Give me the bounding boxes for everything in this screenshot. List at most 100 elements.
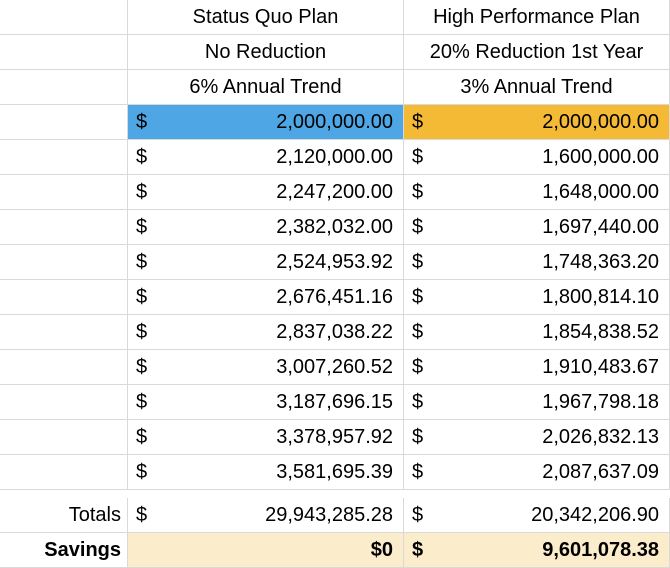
status-quo-value-cell[interactable]: $ 2,524,953.92 xyxy=(128,245,404,280)
high-perf-value-cell[interactable]: $ 2,087,637.09 xyxy=(404,455,670,490)
high-perf-total-cell[interactable]: $ 20,342,206.90 xyxy=(404,498,670,533)
status-quo-savings-cell[interactable]: $0 xyxy=(128,533,404,568)
data-row: $ 2,120,000.00 $ 1,600,000.00 xyxy=(0,140,670,175)
status-quo-header-cell[interactable]: Status Quo Plan xyxy=(128,0,404,35)
high-perf-savings-amount: 9,601,078.38 xyxy=(542,539,659,561)
data-row: $ 3,581,695.39 $ 2,087,637.09 xyxy=(0,455,670,490)
currency-symbol: $ xyxy=(412,426,424,448)
row-label-cell[interactable] xyxy=(0,245,128,280)
status-quo-amount: 2,000,000.00 xyxy=(276,111,393,133)
high-perf-value-cell[interactable]: $ 1,600,000.00 xyxy=(404,140,670,175)
status-quo-trend-cell[interactable]: 6% Annual Trend xyxy=(128,70,404,105)
status-quo-total-cell[interactable]: $ 29,943,285.28 xyxy=(128,498,404,533)
high-perf-header-cell[interactable]: High Performance Plan xyxy=(404,0,670,35)
currency-symbol: $ xyxy=(136,461,148,483)
currency-symbol: $ xyxy=(136,146,148,168)
high-perf-amount: 1,967,798.18 xyxy=(542,391,659,413)
high-perf-value-cell[interactable]: $ 1,648,000.00 xyxy=(404,175,670,210)
high-perf-value-cell[interactable]: $ 1,697,440.00 xyxy=(404,210,670,245)
high-perf-total-amount: 20,342,206.90 xyxy=(531,504,659,526)
totals-label[interactable]: Totals xyxy=(0,498,128,533)
high-perf-amount: 1,748,363.20 xyxy=(542,251,659,273)
status-quo-value-cell[interactable]: $ 2,837,038.22 xyxy=(128,315,404,350)
header-row-2: No Reduction 20% Reduction 1st Year xyxy=(0,35,670,70)
high-perf-value-cell[interactable]: $ 1,967,798.18 xyxy=(404,385,670,420)
currency-symbol: $ xyxy=(136,111,148,133)
row-label-cell[interactable] xyxy=(0,175,128,210)
high-perf-amount: 2,000,000.00 xyxy=(542,111,659,133)
status-quo-savings-amount: $0 xyxy=(370,539,393,561)
status-quo-value-cell[interactable]: $ 3,378,957.92 xyxy=(128,420,404,455)
row-label-cell[interactable] xyxy=(0,0,128,35)
totals-row: Totals $ 29,943,285.28 $ 20,342,206.90 xyxy=(0,498,670,533)
row-label-cell[interactable] xyxy=(0,210,128,245)
high-perf-value-cell[interactable]: $ 2,026,832.13 xyxy=(404,420,670,455)
status-quo-amount: 3,581,695.39 xyxy=(276,461,393,483)
high-perf-amount: 2,026,832.13 xyxy=(542,426,659,448)
high-perf-amount: 1,697,440.00 xyxy=(542,216,659,238)
high-perf-trend-cell[interactable]: 3% Annual Trend xyxy=(404,70,670,105)
high-perf-amount: 1,800,814.10 xyxy=(542,286,659,308)
data-row: $ 3,007,260.52 $ 1,910,483.67 xyxy=(0,350,670,385)
row-label-cell[interactable] xyxy=(0,105,128,140)
high-perf-amount: 2,087,637.09 xyxy=(542,461,659,483)
status-quo-amount: 2,382,032.00 xyxy=(276,216,393,238)
currency-symbol: $ xyxy=(412,146,424,168)
status-quo-subheader-cell[interactable]: No Reduction xyxy=(128,35,404,70)
status-quo-value-cell[interactable]: $ 2,247,200.00 xyxy=(128,175,404,210)
header-row-3: 6% Annual Trend 3% Annual Trend xyxy=(0,70,670,105)
currency-symbol: $ xyxy=(136,391,148,413)
status-quo-value-cell[interactable]: $ 2,000,000.00 xyxy=(128,105,404,140)
status-quo-value-cell[interactable]: $ 3,007,260.52 xyxy=(128,350,404,385)
savings-row: Savings $0 $ 9,601,078.38 xyxy=(0,533,670,568)
currency-symbol: $ xyxy=(412,251,424,273)
header-row-1: Status Quo Plan High Performance Plan xyxy=(0,0,670,35)
status-quo-amount: 2,676,451.16 xyxy=(276,286,393,308)
row-label-cell[interactable] xyxy=(0,35,128,70)
currency-symbol: $ xyxy=(412,356,424,378)
row-label-cell[interactable] xyxy=(0,315,128,350)
row-label-cell[interactable] xyxy=(0,140,128,175)
row-label-cell[interactable] xyxy=(0,420,128,455)
row-label-cell[interactable] xyxy=(0,350,128,385)
row-label-cell[interactable] xyxy=(0,455,128,490)
currency-symbol: $ xyxy=(412,321,424,343)
currency-symbol: $ xyxy=(412,111,424,133)
status-quo-value-cell[interactable]: $ 3,581,695.39 xyxy=(128,455,404,490)
high-perf-subheader-cell[interactable]: 20% Reduction 1st Year xyxy=(404,35,670,70)
high-perf-value-cell[interactable]: $ 1,800,814.10 xyxy=(404,280,670,315)
status-quo-total-amount: 29,943,285.28 xyxy=(265,504,393,526)
currency-symbol: $ xyxy=(136,216,148,238)
high-perf-value-cell[interactable]: $ 1,910,483.67 xyxy=(404,350,670,385)
data-row: $ 2,676,451.16 $ 1,800,814.10 xyxy=(0,280,670,315)
row-label-cell[interactable] xyxy=(0,385,128,420)
data-row: $ 2,247,200.00 $ 1,648,000.00 xyxy=(0,175,670,210)
status-quo-value-cell[interactable]: $ 3,187,696.15 xyxy=(128,385,404,420)
status-quo-value-cell[interactable]: $ 2,120,000.00 xyxy=(128,140,404,175)
currency-symbol: $ xyxy=(412,539,424,561)
currency-symbol: $ xyxy=(412,216,424,238)
high-perf-value-cell[interactable]: $ 1,748,363.20 xyxy=(404,245,670,280)
high-perf-amount: 1,910,483.67 xyxy=(542,356,659,378)
status-quo-value-cell[interactable]: $ 2,676,451.16 xyxy=(128,280,404,315)
high-perf-amount: 1,648,000.00 xyxy=(542,181,659,203)
currency-symbol: $ xyxy=(136,426,148,448)
high-perf-value-cell[interactable]: $ 2,000,000.00 xyxy=(404,105,670,140)
status-quo-amount: 2,120,000.00 xyxy=(276,146,393,168)
currency-symbol: $ xyxy=(136,251,148,273)
currency-symbol: $ xyxy=(412,181,424,203)
high-perf-value-cell[interactable]: $ 1,854,838.52 xyxy=(404,315,670,350)
high-perf-savings-cell[interactable]: $ 9,601,078.38 xyxy=(404,533,670,568)
data-row: $ 2,837,038.22 $ 1,854,838.52 xyxy=(0,315,670,350)
currency-symbol: $ xyxy=(136,321,148,343)
status-quo-amount: 2,837,038.22 xyxy=(276,321,393,343)
status-quo-value-cell[interactable]: $ 2,382,032.00 xyxy=(128,210,404,245)
data-row: $ 2,382,032.00 $ 1,697,440.00 xyxy=(0,210,670,245)
savings-label[interactable]: Savings xyxy=(0,533,128,568)
currency-symbol: $ xyxy=(136,504,148,526)
high-perf-amount: 1,854,838.52 xyxy=(542,321,659,343)
data-row: $ 3,187,696.15 $ 1,967,798.18 xyxy=(0,385,670,420)
row-label-cell[interactable] xyxy=(0,70,128,105)
row-label-cell[interactable] xyxy=(0,280,128,315)
